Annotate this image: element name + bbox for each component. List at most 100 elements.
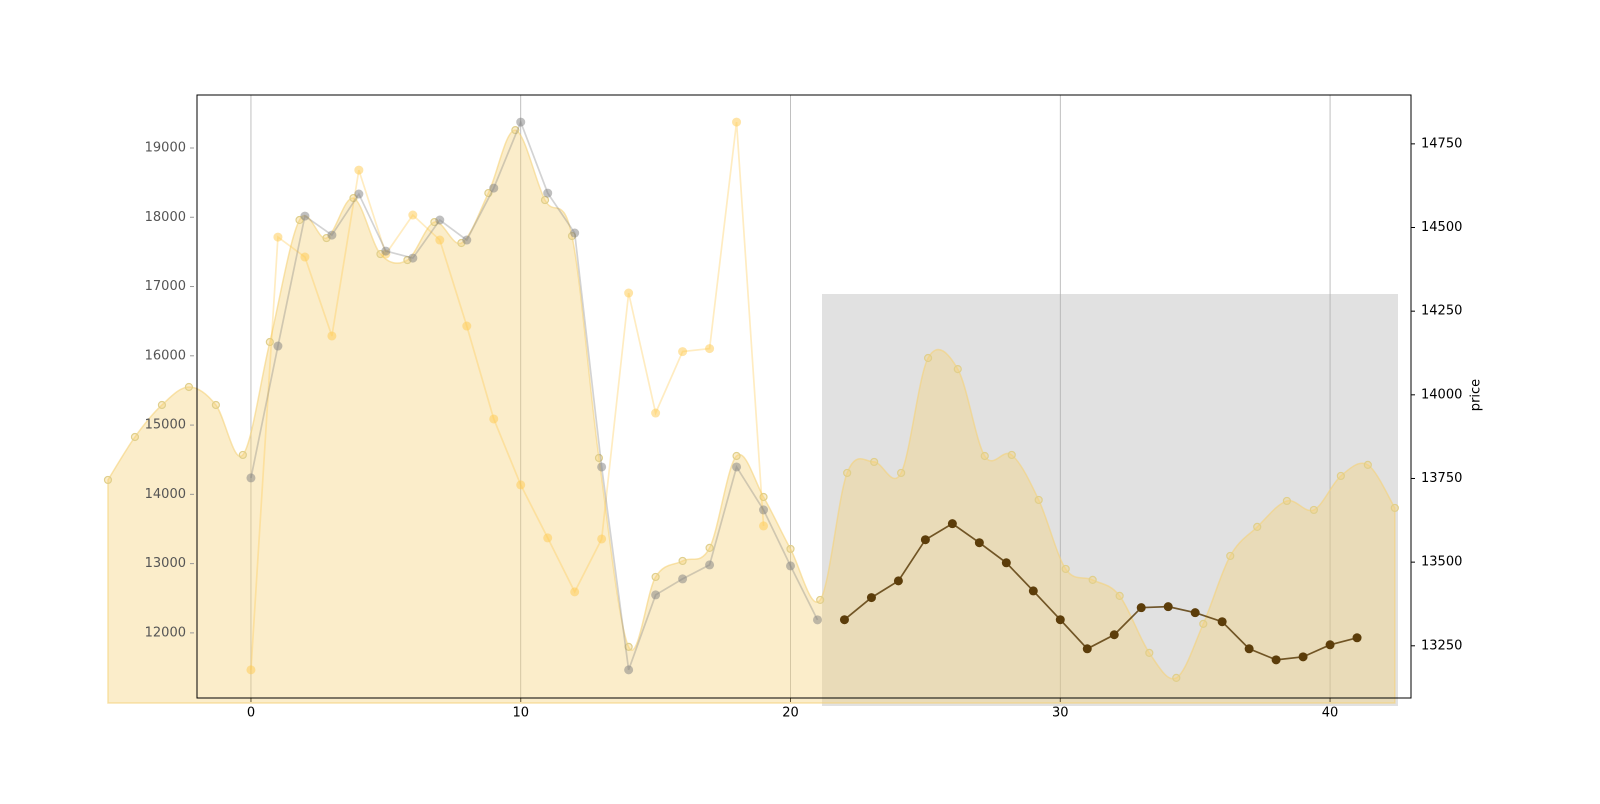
area-marker bbox=[1390, 503, 1399, 513]
area-marker bbox=[103, 475, 113, 485]
marker bbox=[327, 230, 337, 240]
marker bbox=[597, 462, 607, 472]
marker bbox=[624, 288, 634, 298]
area-marker bbox=[953, 365, 962, 374]
area-marker bbox=[1007, 450, 1016, 460]
marker bbox=[570, 228, 580, 238]
marker bbox=[866, 593, 876, 603]
marker bbox=[651, 590, 661, 600]
area-marker bbox=[1363, 460, 1372, 470]
marker bbox=[1298, 652, 1308, 662]
area-marker bbox=[1115, 591, 1124, 600]
marker bbox=[570, 587, 580, 597]
line bbox=[250, 121, 765, 670]
marker bbox=[1028, 586, 1038, 596]
area-marker bbox=[484, 188, 493, 198]
marker bbox=[543, 533, 553, 543]
marker bbox=[1217, 617, 1227, 627]
marker bbox=[516, 117, 526, 127]
marker bbox=[839, 615, 849, 625]
marker bbox=[516, 480, 526, 490]
marker bbox=[786, 561, 796, 571]
line bbox=[250, 119, 819, 671]
area-marker bbox=[897, 468, 906, 478]
marker bbox=[462, 235, 472, 245]
area-marker bbox=[624, 642, 633, 651]
marker bbox=[354, 189, 364, 199]
x-tick-label: 30 bbox=[1052, 706, 1069, 721]
y2-tick-label: 14000 bbox=[1421, 387, 1462, 402]
marker bbox=[624, 665, 634, 675]
marker bbox=[1271, 655, 1281, 665]
marker bbox=[732, 462, 742, 472]
marker bbox=[435, 215, 445, 225]
marker bbox=[489, 183, 499, 193]
marker bbox=[462, 321, 472, 331]
marker bbox=[651, 408, 661, 418]
marker bbox=[812, 615, 822, 625]
marker bbox=[300, 211, 310, 221]
area-marker bbox=[511, 126, 520, 135]
marker bbox=[759, 521, 769, 531]
y2-tick-label: 13500 bbox=[1421, 555, 1462, 570]
marker bbox=[408, 210, 418, 220]
marker bbox=[1244, 644, 1254, 654]
area-marker bbox=[1061, 564, 1070, 574]
area-marker bbox=[184, 382, 194, 392]
area-marker bbox=[1309, 505, 1318, 515]
line bbox=[843, 522, 1358, 661]
y2-tick-label: 13750 bbox=[1421, 471, 1462, 486]
area-marker bbox=[540, 195, 550, 205]
marker bbox=[678, 347, 688, 357]
x-tick-label: 10 bbox=[512, 706, 529, 721]
marker bbox=[974, 538, 984, 548]
y-tick-label: 13000 bbox=[145, 556, 186, 571]
area-marker bbox=[130, 432, 140, 442]
y2-tick-label: 13250 bbox=[1421, 638, 1462, 653]
marker bbox=[1136, 603, 1146, 613]
marker bbox=[1163, 602, 1173, 612]
y2-tick-label: 14250 bbox=[1421, 304, 1462, 319]
area-marker bbox=[1226, 551, 1235, 561]
marker bbox=[1001, 558, 1011, 568]
area-marker bbox=[651, 572, 660, 582]
marker bbox=[273, 232, 283, 242]
marker bbox=[381, 246, 391, 256]
area-marker bbox=[870, 457, 879, 467]
area-marker bbox=[923, 353, 933, 363]
marker bbox=[597, 534, 607, 544]
y-tick-label: 14000 bbox=[145, 487, 186, 502]
marker bbox=[732, 117, 742, 127]
area-marker bbox=[843, 468, 852, 478]
marker bbox=[435, 235, 445, 245]
marker bbox=[1352, 633, 1362, 643]
x-tick-label: 20 bbox=[782, 706, 799, 721]
y-tick-label: 15000 bbox=[145, 418, 186, 433]
area-marker bbox=[705, 543, 714, 552]
marker bbox=[705, 560, 715, 570]
y-tick-label: 17000 bbox=[145, 279, 186, 294]
area-marker bbox=[265, 337, 274, 347]
marker bbox=[489, 414, 499, 424]
marker bbox=[354, 165, 364, 175]
marker bbox=[408, 253, 418, 263]
area-marker bbox=[594, 453, 604, 463]
area-marker bbox=[1199, 619, 1208, 628]
plot-frame bbox=[196, 94, 1412, 699]
marker bbox=[678, 574, 688, 584]
area-marker bbox=[759, 492, 768, 502]
area-marker bbox=[816, 595, 825, 605]
marker bbox=[1082, 644, 1092, 654]
marker bbox=[273, 341, 283, 351]
marker bbox=[1325, 640, 1335, 650]
area-marker bbox=[678, 556, 687, 566]
area-marker bbox=[786, 544, 795, 554]
area-marker bbox=[1034, 495, 1043, 505]
area-marker bbox=[732, 451, 741, 461]
marker bbox=[246, 473, 256, 483]
x-tick-label: 0 bbox=[247, 706, 255, 721]
marker bbox=[1055, 615, 1065, 625]
x-tick-label: 40 bbox=[1322, 706, 1339, 721]
marker bbox=[1190, 608, 1200, 618]
